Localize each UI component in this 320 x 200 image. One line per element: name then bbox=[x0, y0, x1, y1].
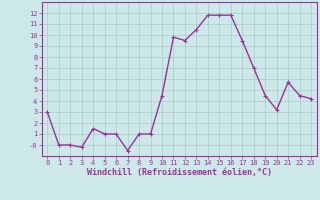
X-axis label: Windchill (Refroidissement éolien,°C): Windchill (Refroidissement éolien,°C) bbox=[87, 168, 272, 177]
